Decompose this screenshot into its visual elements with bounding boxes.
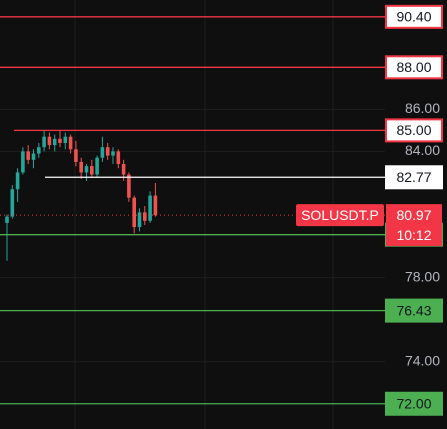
candle-body: [90, 166, 94, 175]
symbol-label: SOLUSDT.P: [301, 207, 379, 223]
price-label-box: [385, 118, 443, 143]
price-label-box: [385, 55, 443, 80]
candle-body: [42, 136, 46, 148]
candle-body: [37, 147, 41, 154]
countdown-label: 10:12: [396, 227, 431, 243]
candle-body: [74, 149, 78, 162]
price-label: 88.00: [396, 59, 431, 75]
candle-body: [84, 166, 89, 173]
candle-body: [63, 136, 68, 143]
candle-body: [47, 136, 52, 146]
candle-body: [79, 161, 83, 173]
price-label: 72.00: [396, 395, 431, 411]
price-label-box: [385, 165, 443, 190]
last-price-label: 80.97: [396, 207, 431, 223]
candle-body: [121, 164, 126, 175]
price-label-box: [385, 4, 443, 29]
candle-body: [21, 151, 25, 173]
y-tick-label: 84.00: [405, 142, 440, 158]
price-label: 76.43: [396, 302, 431, 318]
price-label: 90.40: [396, 9, 431, 25]
candle-body: [116, 151, 121, 165]
price-label: 85.00: [396, 122, 431, 138]
last-price-box: [386, 204, 442, 247]
candle-body: [148, 195, 152, 221]
candle-body: [105, 147, 110, 156]
candle-body: [143, 212, 147, 221]
candle-body: [127, 174, 131, 198]
candle-body: [58, 138, 62, 143]
price-label: 82.77: [396, 169, 431, 185]
candle-body: [26, 151, 30, 160]
symbol-box: [296, 204, 384, 227]
y-tick-label: 74.00: [405, 352, 440, 368]
price-label-box: [385, 391, 443, 416]
candle-body: [52, 138, 57, 146]
candle-body: [10, 189, 15, 217]
candle-body: [100, 147, 105, 158]
candle-body: [95, 157, 99, 175]
candle-body: [153, 195, 158, 216]
candle-body: [111, 151, 115, 156]
candle-body: [15, 172, 20, 190]
candle-body: [137, 212, 142, 228]
price-label-box: [385, 298, 443, 323]
candle-body: [68, 136, 73, 150]
candle-body: [31, 153, 36, 160]
y-tick-label: 78.00: [405, 268, 440, 284]
candle-body: [5, 216, 9, 223]
candle-body: [132, 197, 136, 228]
y-tick-label: 86.00: [405, 100, 440, 116]
